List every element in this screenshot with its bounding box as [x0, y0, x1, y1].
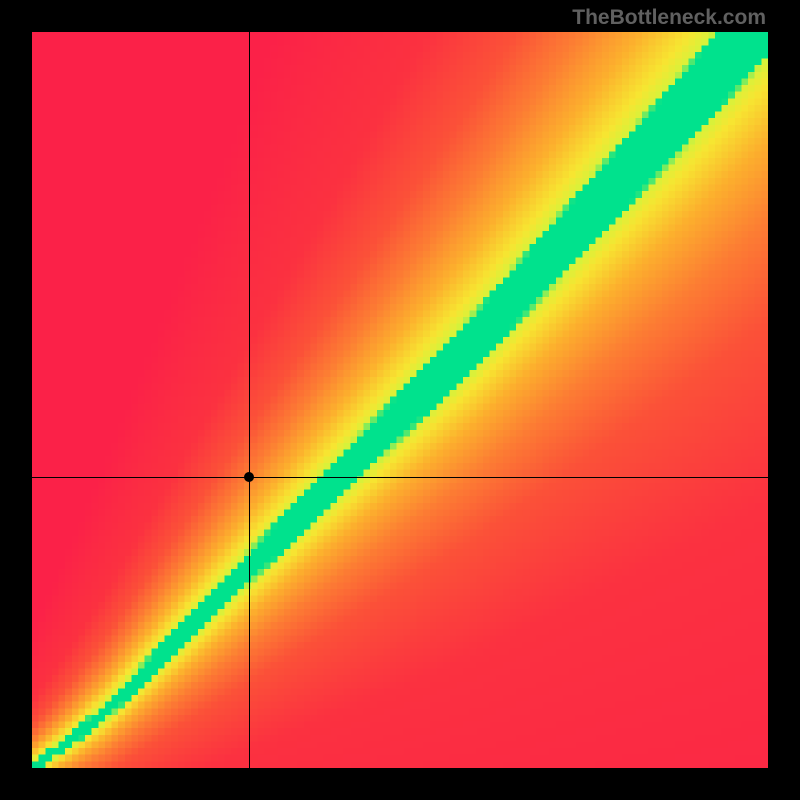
chart-container: TheBottleneck.com: [0, 0, 800, 800]
crosshair-horizontal: [32, 477, 768, 478]
watermark-text: TheBottleneck.com: [572, 6, 766, 30]
heatmap-canvas: [32, 32, 768, 768]
plot-area: [32, 32, 768, 768]
crosshair-vertical: [249, 32, 250, 768]
crosshair-marker-dot: [244, 472, 254, 482]
